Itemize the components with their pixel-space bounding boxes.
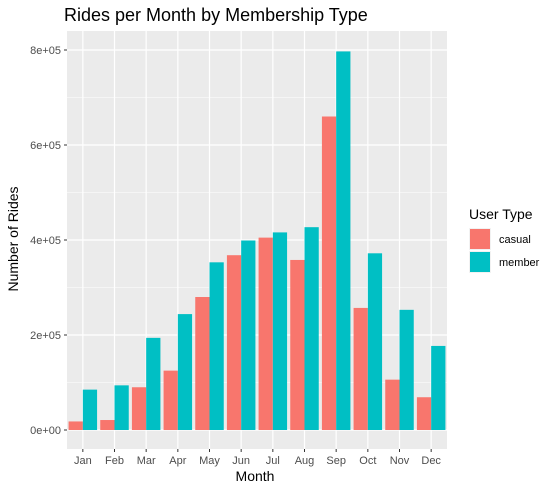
legend-label-member: member bbox=[499, 257, 540, 269]
bar-member-feb bbox=[114, 385, 129, 430]
bar-member-sep bbox=[336, 51, 351, 431]
y-tick-label: 0e+00 bbox=[30, 425, 61, 437]
bar-casual-mar bbox=[131, 387, 147, 430]
y-axis-title: Number of Rides bbox=[5, 186, 21, 291]
bar-casual-sep bbox=[321, 116, 337, 430]
bar-casual-aug bbox=[290, 259, 305, 430]
y-axis: 0e+00 2e+05 4e+05 6e+05 8e+05 bbox=[30, 45, 67, 437]
x-tick-label: Dec bbox=[421, 455, 441, 467]
x-tick-label: Apr bbox=[169, 455, 186, 467]
y-tick-label: 8e+05 bbox=[30, 45, 61, 57]
y-tick-label: 2e+05 bbox=[30, 330, 61, 342]
y-tick-label: 4e+05 bbox=[30, 235, 61, 247]
bar-member-jan bbox=[82, 389, 98, 431]
chart-title: Rides per Month by Membership Type bbox=[64, 5, 368, 25]
bar-member-apr bbox=[177, 314, 193, 430]
x-tick-label: Jul bbox=[266, 455, 280, 467]
bars bbox=[68, 51, 446, 431]
x-tick-label: May bbox=[199, 455, 220, 467]
bar-casual-dec bbox=[416, 397, 432, 430]
bar-member-nov bbox=[399, 309, 414, 430]
x-tick-label: Sep bbox=[326, 455, 346, 467]
bar-casual-feb bbox=[100, 420, 115, 430]
bar-member-may bbox=[209, 262, 224, 430]
bar-casual-apr bbox=[163, 370, 178, 431]
x-axis: Jan Feb Mar Apr May Jun Jul Aug Sep Oct Nov Dec bbox=[74, 449, 441, 467]
x-tick-label: Nov bbox=[390, 455, 410, 467]
bar-member-dec bbox=[431, 345, 446, 430]
x-tick-label: Feb bbox=[105, 455, 124, 467]
x-tick-label: Jun bbox=[232, 455, 250, 467]
bar-member-jun bbox=[241, 240, 256, 430]
bar-member-jul bbox=[272, 232, 288, 430]
bar-casual-jul bbox=[258, 237, 273, 430]
bar-member-mar bbox=[146, 337, 161, 430]
legend: User Type casual member bbox=[469, 206, 540, 273]
x-tick-label: Aug bbox=[295, 455, 315, 467]
bar-casual-jan bbox=[68, 421, 83, 430]
legend-title: User Type bbox=[469, 206, 533, 222]
bar-casual-nov bbox=[385, 379, 400, 430]
minor-gridlines bbox=[67, 97, 447, 383]
bar-member-oct bbox=[367, 253, 383, 430]
y-tick-label: 6e+05 bbox=[30, 140, 61, 152]
bar-casual-oct bbox=[353, 307, 368, 430]
bar-casual-jun bbox=[226, 255, 242, 430]
x-tick-label: Mar bbox=[137, 455, 156, 467]
bar-casual-may bbox=[195, 297, 210, 430]
legend-key-member bbox=[470, 252, 490, 272]
bar-member-aug bbox=[304, 227, 319, 430]
x-tick-label: Oct bbox=[359, 455, 376, 467]
legend-label-casual: casual bbox=[499, 234, 531, 246]
x-axis-title: Month bbox=[236, 468, 275, 484]
legend-key-casual bbox=[470, 229, 490, 249]
x-tick-label: Jan bbox=[74, 455, 92, 467]
